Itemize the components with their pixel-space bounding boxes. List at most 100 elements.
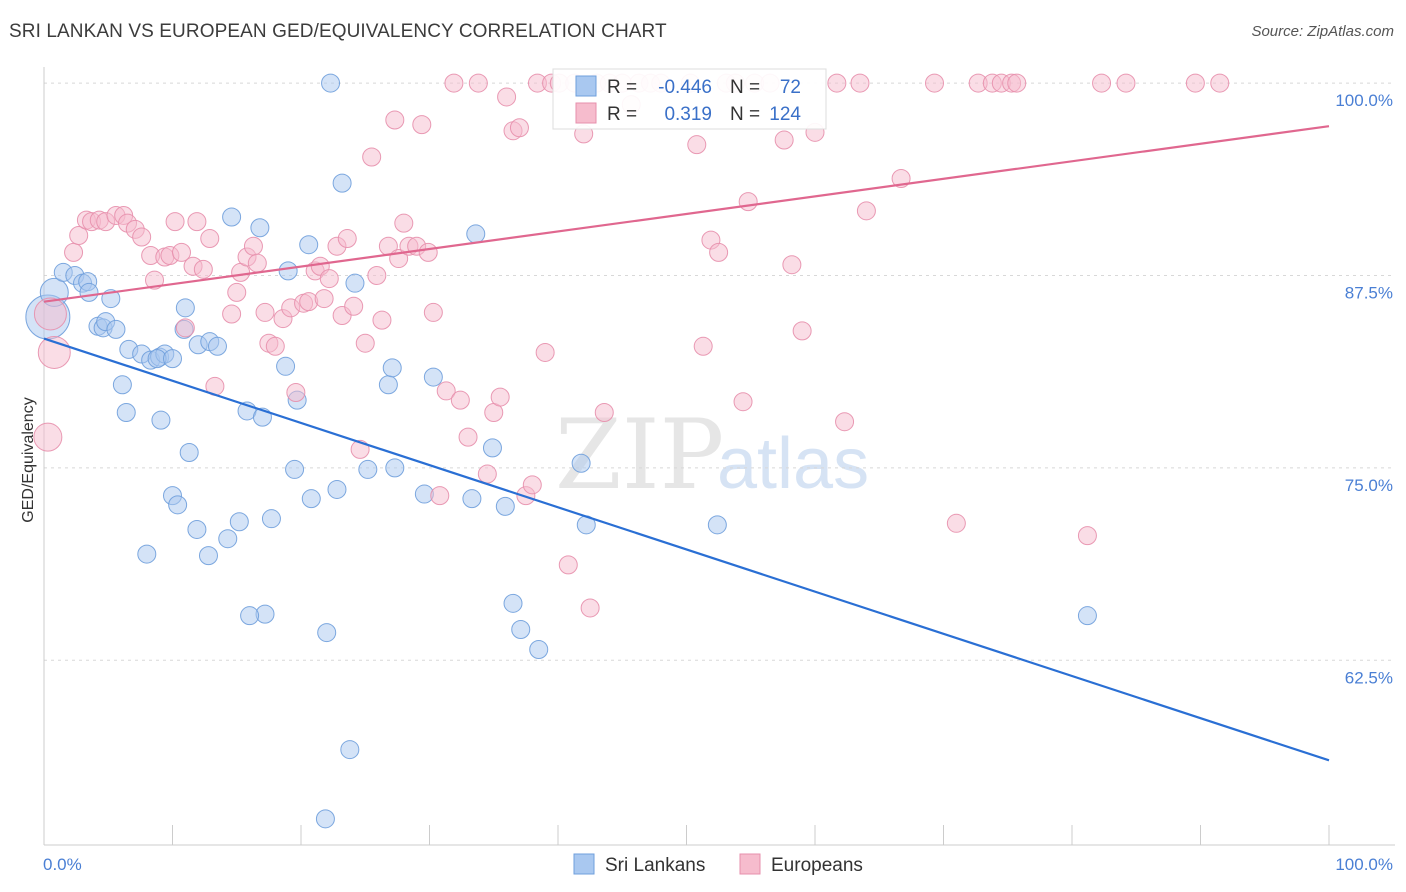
point-sri-lankans <box>1077 606 1097 626</box>
legend-swatch-europeans <box>739 853 761 875</box>
point-sri-lankans <box>299 235 319 255</box>
legend-swatch-sri-lankans <box>573 853 595 875</box>
point-europeans <box>1210 73 1230 93</box>
point-europeans <box>132 227 152 247</box>
point-europeans <box>64 242 84 262</box>
point-europeans <box>925 73 945 93</box>
point-europeans <box>1007 73 1027 93</box>
point-europeans <box>33 297 67 331</box>
point-sri-lankans <box>301 489 321 509</box>
point-europeans <box>835 412 855 432</box>
point-europeans <box>69 225 89 245</box>
point-europeans <box>594 402 614 422</box>
stats-r-value-sri-lankans: -0.446 <box>658 77 712 98</box>
point-europeans <box>385 110 405 130</box>
y-tick-labels: 100.0% 87.5% 75.0% 62.5% <box>1335 91 1393 687</box>
point-sri-lankans <box>112 375 132 395</box>
point-sri-lankans <box>261 509 281 529</box>
point-europeans <box>372 310 392 330</box>
point-europeans <box>171 242 191 262</box>
point-sri-lankans <box>495 496 515 516</box>
stats-n-label-europeans: N = <box>730 104 760 125</box>
point-europeans <box>299 292 319 312</box>
point-sri-lankans <box>168 495 188 515</box>
point-sri-lankans <box>175 298 195 318</box>
point-europeans <box>1185 73 1205 93</box>
point-sri-lankans <box>385 458 405 478</box>
x-tick-labels: 0.0% 100.0% <box>43 855 1393 874</box>
point-europeans <box>458 427 478 447</box>
point-europeans <box>319 269 339 289</box>
point-sri-lankans <box>187 519 207 539</box>
point-europeans <box>522 475 542 495</box>
y-tick-label-1: 87.5% <box>1345 283 1393 302</box>
point-sri-lankans <box>327 479 347 499</box>
chart-title: SRI LANKAN VS EUROPEAN GED/EQUIVALENCY C… <box>9 21 667 42</box>
point-europeans <box>175 318 195 338</box>
point-europeans <box>450 390 470 410</box>
stats-r-value-europeans: 0.319 <box>664 104 712 125</box>
point-europeans <box>468 73 488 93</box>
point-sri-lankans <box>317 623 337 643</box>
point-sri-lankans <box>315 809 335 829</box>
x-tick-label-1: 100.0% <box>1335 855 1393 874</box>
point-europeans <box>827 73 847 93</box>
point-europeans <box>222 304 242 324</box>
point-sri-lankans <box>137 544 157 564</box>
point-europeans <box>33 422 63 452</box>
point-europeans <box>709 242 729 262</box>
point-europeans <box>477 464 497 484</box>
point-sri-lankans <box>79 282 99 302</box>
y-tick-label-0: 100.0% <box>1335 91 1393 110</box>
point-sri-lankans <box>321 73 341 93</box>
point-sri-lankans <box>382 358 402 378</box>
legend-label-sri-lankans: Sri Lankans <box>605 855 705 876</box>
point-europeans <box>193 259 213 279</box>
point-europeans <box>187 212 207 232</box>
stats-swatch-sri-lankans <box>575 75 597 97</box>
point-europeans <box>344 296 364 316</box>
point-europeans <box>436 381 456 401</box>
stats-n-value-europeans: 124 <box>769 104 801 125</box>
stats-swatch-europeans <box>575 102 597 124</box>
point-sri-lankans <box>358 459 378 479</box>
trend-line-europeans <box>43 125 1330 303</box>
point-sri-lankans <box>116 402 136 422</box>
point-europeans <box>738 192 758 212</box>
point-europeans <box>1116 73 1136 93</box>
point-sri-lankans <box>340 740 360 760</box>
point-sri-lankans <box>222 207 242 227</box>
stats-r-label-sri-lankans: R = <box>607 77 637 98</box>
source-label: Source: ZipAtlas.com <box>1251 23 1394 40</box>
trend-line-sri-lankans <box>43 337 1330 762</box>
point-europeans <box>227 282 247 302</box>
point-europeans <box>247 253 267 273</box>
point-sri-lankans <box>466 224 486 244</box>
point-europeans <box>367 265 387 285</box>
point-europeans <box>444 73 464 93</box>
point-sri-lankans <box>503 593 523 613</box>
point-europeans <box>580 598 600 618</box>
point-europeans <box>1092 73 1112 93</box>
point-europeans <box>856 201 876 221</box>
point-europeans <box>337 229 357 249</box>
point-europeans <box>558 555 578 575</box>
point-sri-lankans <box>179 443 199 462</box>
point-europeans <box>265 336 285 356</box>
point-sri-lankans <box>571 453 591 473</box>
point-sri-lankans <box>482 438 502 458</box>
point-sri-lankans <box>511 620 531 640</box>
point-sri-lankans <box>332 173 352 193</box>
point-sri-lankans <box>529 640 549 660</box>
point-europeans <box>733 392 753 412</box>
point-europeans <box>430 486 450 506</box>
point-europeans <box>412 115 432 135</box>
point-europeans <box>509 118 529 138</box>
stats-n-label-sri-lankans: N = <box>730 77 760 98</box>
point-sri-lankans <box>707 515 727 535</box>
y-tick-label-3: 62.5% <box>1345 668 1393 687</box>
bottom-legend: Sri Lankans Europeans <box>573 853 863 876</box>
point-sri-lankans <box>423 367 443 387</box>
point-europeans <box>774 130 794 150</box>
